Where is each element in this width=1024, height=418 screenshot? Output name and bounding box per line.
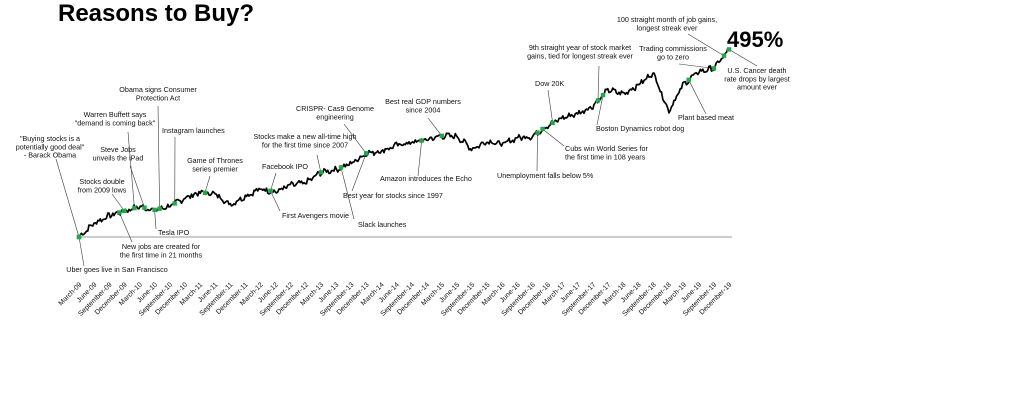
event-callout	[417, 140, 422, 177]
event-marker	[595, 98, 601, 103]
event-marker	[540, 126, 545, 132]
event-callout	[316, 154, 322, 173]
event-label: CRISPR- Cas9 Genome engineering	[296, 104, 374, 121]
event-label: Instagram launches	[162, 126, 225, 135]
event-marker	[721, 53, 727, 58]
event-marker	[152, 207, 157, 213]
event-callout	[687, 33, 725, 56]
event-callout	[157, 105, 160, 209]
event-label: Slack launches	[358, 220, 407, 229]
event-label: Boston Dynamics robot dog	[596, 124, 684, 133]
callout-layer	[55, 33, 758, 267]
label-layer: "Buying stocks is a potentially good deal…	[16, 15, 790, 274]
event-label: Tesla IPO	[158, 228, 190, 237]
event-label: "Buying stocks is a potentially good deal…	[16, 134, 85, 160]
event-marker	[157, 206, 162, 211]
event-marker	[117, 210, 122, 215]
event-marker	[711, 66, 717, 71]
event-label: Warren Buffett says "demand is coming bac…	[75, 110, 156, 127]
event-label: New jobs are created for the first time i…	[120, 242, 203, 259]
event-callout	[427, 117, 443, 137]
event-marker	[726, 47, 732, 52]
marker-layer	[76, 47, 732, 240]
event-label: Stocks double from 2009 lows	[78, 177, 127, 194]
event-callout	[351, 153, 367, 192]
event-callout	[340, 167, 355, 220]
event-callout	[688, 79, 707, 115]
event-marker	[419, 138, 424, 143]
event-marker	[550, 120, 555, 125]
event-callout	[129, 165, 145, 208]
event-label: Amazon introduces the Echo	[380, 174, 472, 183]
event-callout	[119, 212, 133, 243]
x-axis: March-09June-09September-09December-09Ma…	[58, 281, 734, 317]
event-marker	[535, 130, 540, 135]
event-marker	[268, 188, 273, 194]
event-label: Cubs win World Series for the first time …	[565, 144, 649, 161]
event-marker	[172, 201, 177, 206]
event-callout	[270, 172, 277, 192]
event-callout	[111, 193, 125, 212]
total-return-label: 495%	[727, 27, 783, 52]
event-marker	[686, 77, 691, 83]
chart-title: Reasons to Buy?	[58, 0, 255, 27]
event-label: Best year for stocks since 1997	[343, 191, 443, 200]
event-label: Unemployment falls below 5%	[497, 171, 594, 180]
event-label: Facebook IPO	[262, 162, 308, 171]
event-label: Dow 20K	[535, 79, 564, 88]
series-line	[78, 47, 730, 238]
event-label: Steve Jobs unveils the iPad	[93, 145, 144, 162]
event-callout	[536, 132, 538, 172]
event-marker	[600, 92, 606, 98]
event-marker	[76, 234, 82, 240]
event-label: First Avengers movie	[282, 211, 349, 220]
event-label: Game of Thrones series premier	[187, 156, 243, 173]
event-marker	[338, 165, 344, 170]
event-callout	[154, 209, 157, 230]
event-label: Trading commissions go to zero	[639, 44, 707, 61]
event-callout	[547, 89, 553, 123]
event-marker	[122, 208, 127, 214]
event-marker	[132, 205, 137, 211]
event-callout	[596, 95, 604, 126]
event-marker	[439, 133, 444, 138]
event-callout	[270, 190, 281, 212]
event-callout	[542, 128, 565, 147]
event-callout	[78, 236, 85, 267]
event-callout	[343, 123, 367, 154]
event-label: Obama signs Consumer Protection Act	[119, 85, 197, 102]
event-marker	[202, 190, 208, 195]
event-label: 100 straight month of job gains, longest …	[617, 15, 717, 32]
event-marker	[318, 170, 324, 175]
event-callout	[728, 49, 758, 67]
event-callout	[597, 65, 600, 101]
event-marker	[142, 205, 147, 210]
event-label: U.S. Cancer death rate drops by largest am…	[724, 66, 790, 92]
event-label: Uber goes live in San Francisco	[66, 265, 167, 274]
event-label: Plant based meat	[678, 113, 734, 122]
event-label: Best real GDP numbers since 2004	[385, 97, 461, 114]
series-layer	[78, 47, 730, 238]
event-callout	[55, 158, 80, 238]
event-label: Stocks make a new all-time high for the f…	[253, 132, 356, 149]
event-callout	[204, 175, 211, 193]
event-marker	[364, 151, 369, 156]
event-label: 9th straight year of stock market gains, …	[527, 43, 633, 60]
